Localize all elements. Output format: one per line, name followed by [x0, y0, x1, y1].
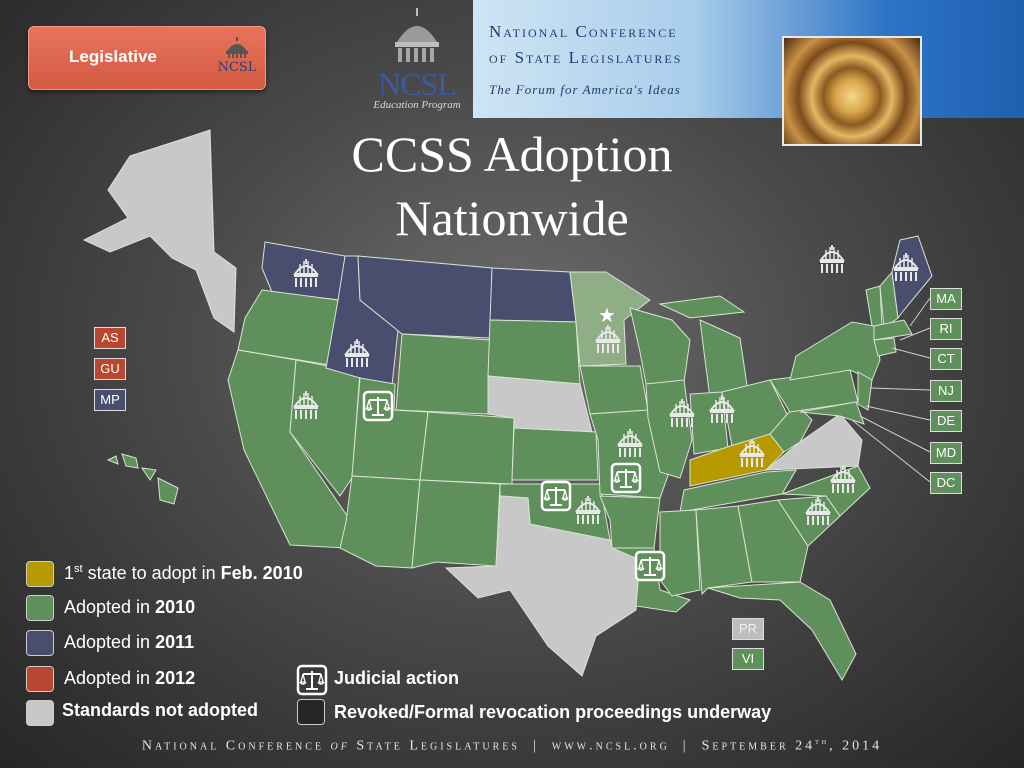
legend-2011-text: Adopted in 2011 [64, 632, 195, 652]
scales-icon [610, 462, 642, 494]
state-alaska [82, 129, 237, 333]
state-kansas [511, 427, 599, 481]
territory-vi: VI [732, 648, 764, 670]
state-georgia [737, 499, 809, 583]
state-new-york [789, 321, 881, 381]
scales-icon [634, 550, 666, 582]
banner-line2: of State Legislatures [489, 48, 683, 67]
title-line2: Nationwide [395, 190, 629, 246]
scales-icon [540, 480, 572, 512]
footer-org-pre: National Conference [141, 738, 331, 754]
territory-pr: PR [732, 618, 764, 640]
legend-2010-text: Adopted in 2010 [64, 597, 196, 617]
legend-swatch-not-adopted [26, 700, 54, 726]
callout-lines [851, 297, 931, 483]
state-new-jersey [857, 371, 873, 411]
footer-date-year: , 2014 [829, 738, 883, 754]
legend-judicial-icon [296, 664, 328, 696]
footer-date: September 24 [701, 738, 816, 754]
callout-dc: DC [930, 472, 962, 494]
callout-nj: NJ [930, 380, 962, 402]
legend-swatch-first [26, 561, 54, 587]
territory-gu: GU [94, 358, 126, 380]
legislative-badge[interactable]: Legislative NCSL [28, 26, 266, 90]
state-south-dakota [487, 319, 581, 385]
capitol-dome-icon [395, 8, 439, 62]
scales-icon [362, 390, 394, 422]
footer-site: www.ncsl.org [551, 738, 670, 754]
legend-swatch-revoked [297, 699, 325, 725]
star-icon: ★ [598, 305, 616, 327]
state-texas [444, 495, 641, 677]
ncsl-logo-subtitle: Education Program [373, 99, 461, 111]
footer: National Conference of State Legislature… [141, 736, 883, 754]
state-wyoming [395, 333, 491, 415]
callout-ri: RI [930, 318, 962, 340]
capitol-dome-photo [782, 36, 922, 146]
territory-mp: MP [94, 389, 126, 411]
legend-not-adopted-text: Standards not adopted [62, 700, 259, 720]
legend-judicial-text: Judicial action [334, 668, 460, 688]
callout-ma: MA [930, 288, 962, 310]
state-new-mexico [411, 479, 501, 569]
legend-first-text: 1st state to adopt in Feb. 2010 [64, 563, 303, 583]
legend-swatch-2010 [26, 595, 54, 621]
capitol-dome-icon [226, 37, 248, 58]
territory-as: AS [94, 327, 126, 349]
callout-ct: CT [930, 348, 962, 370]
mini-logo-text: NCSL [217, 60, 257, 75]
state-florida [707, 581, 857, 682]
state-hawaii [106, 453, 179, 505]
state-tennessee [679, 469, 797, 513]
state-maryland [799, 401, 865, 425]
page-title: CCSS Adoption Nationwide [300, 122, 724, 250]
legislative-label: Legislative [69, 47, 157, 66]
callout-md: MD [930, 442, 962, 464]
ncsl-mini-logo: NCSL [211, 37, 263, 81]
title-line1: CCSS Adoption [351, 126, 673, 182]
state-vermont [865, 285, 883, 327]
ncsl-banner: National Conference of State Legislature… [473, 0, 1024, 146]
legend-2012-text: Adopted in 2012 [64, 668, 196, 688]
state-montana [357, 255, 493, 339]
state-north-dakota [489, 267, 577, 323]
capitol-dome-icon [819, 244, 845, 274]
banner-line1: National Conference [489, 22, 678, 41]
callout-de: DE [930, 410, 962, 432]
state-connecticut [873, 337, 897, 357]
state-colorado [419, 411, 515, 485]
state-arizona [339, 475, 421, 569]
banner-tagline: The Forum for America's Ideas [489, 82, 681, 97]
footer-org-post: State Legislatures [349, 738, 520, 754]
ncsl-education-logo: NCSL Education Program [362, 8, 472, 116]
ncsl-logo-text: NCSL [378, 66, 457, 102]
state-massachusetts [873, 319, 913, 341]
states-layer [82, 129, 933, 682]
state-mississippi [659, 509, 701, 597]
legend-swatch-2012 [26, 666, 54, 692]
legend-swatch-2011 [26, 630, 54, 656]
state-alabama [695, 505, 753, 596]
footer-date-sup: th [815, 736, 830, 746]
legend-revoked-text: Revoked/Formal revocation proceedings un… [334, 702, 772, 722]
state-minnesota [569, 271, 651, 367]
state-iowa [579, 365, 649, 415]
footer-org-of: of [330, 738, 350, 754]
